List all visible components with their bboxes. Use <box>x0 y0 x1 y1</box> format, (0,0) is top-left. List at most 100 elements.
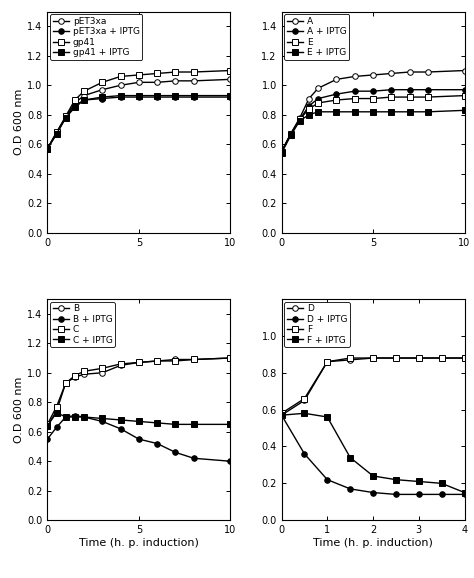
A <box>334 76 339 83</box>
E + IPTG <box>288 132 293 139</box>
F <box>416 354 422 361</box>
D <box>370 354 376 361</box>
gp41 + IPTG <box>173 92 178 99</box>
A <box>407 69 412 76</box>
gp41 + IPTG <box>155 92 160 99</box>
E <box>288 131 293 138</box>
pET3xa <box>191 77 197 84</box>
B + IPTG <box>173 449 178 456</box>
gp41 <box>63 113 69 120</box>
pET3xa + IPTG <box>136 94 142 101</box>
E + IPTG <box>315 108 321 115</box>
gp41 <box>45 145 50 152</box>
gp41 + IPTG <box>191 92 197 99</box>
B + IPTG <box>63 413 69 420</box>
E + IPTG <box>334 108 339 115</box>
Line: D: D <box>279 355 467 418</box>
D + IPTG <box>279 412 284 418</box>
C <box>155 358 160 365</box>
gp41 <box>118 73 123 80</box>
B + IPTG <box>54 424 59 431</box>
B <box>81 370 87 377</box>
D + IPTG <box>325 476 330 483</box>
pET3xa <box>136 79 142 86</box>
Legend: pET3xa, pET3xa + IPTG, gp41, gp41 + IPTG: pET3xa, pET3xa + IPTG, gp41, gp41 + IPTG <box>50 14 142 60</box>
Line: A + IPTG: A + IPTG <box>279 87 467 154</box>
pET3xa + IPTG <box>63 114 69 121</box>
B <box>63 380 69 387</box>
C + IPTG <box>228 421 233 428</box>
pET3xa <box>100 86 105 93</box>
Line: E + IPTG: E + IPTG <box>279 108 467 156</box>
Line: B + IPTG: B + IPTG <box>45 413 233 464</box>
F <box>439 354 445 361</box>
D <box>279 412 284 418</box>
F <box>279 410 284 417</box>
C + IPTG <box>81 413 87 420</box>
D <box>462 354 467 361</box>
Line: pET3xa: pET3xa <box>45 77 233 151</box>
E <box>407 94 412 101</box>
A + IPTG <box>306 102 312 109</box>
pET3xa + IPTG <box>173 94 178 101</box>
pET3xa + IPTG <box>191 94 197 101</box>
Legend: B, B + IPTG, C, C + IPTG: B, B + IPTG, C, C + IPTG <box>50 302 115 347</box>
B <box>228 354 233 361</box>
C <box>72 372 78 379</box>
F + IPTG <box>393 476 399 483</box>
Line: gp41 + IPTG: gp41 + IPTG <box>45 93 233 151</box>
C + IPTG <box>72 413 78 420</box>
pET3xa + IPTG <box>118 94 123 101</box>
Legend: A, A + IPTG, E, E + IPTG: A, A + IPTG, E, E + IPTG <box>284 14 349 60</box>
D <box>393 354 399 361</box>
gp41 + IPTG <box>118 92 123 99</box>
A + IPTG <box>407 86 412 93</box>
B + IPTG <box>136 436 142 443</box>
gp41 <box>228 67 233 74</box>
E <box>425 94 431 101</box>
gp41 + IPTG <box>100 94 105 101</box>
gp41 <box>136 72 142 79</box>
A <box>306 95 312 102</box>
pET3xa <box>45 145 50 152</box>
A <box>425 69 431 76</box>
gp41 + IPTG <box>54 131 59 138</box>
F <box>325 358 330 365</box>
C <box>54 403 59 410</box>
C + IPTG <box>118 417 123 424</box>
gp41 + IPTG <box>81 97 87 103</box>
E + IPTG <box>297 117 303 124</box>
F + IPTG <box>347 454 353 461</box>
F <box>347 354 353 361</box>
pET3xa <box>54 129 59 136</box>
pET3xa <box>173 77 178 84</box>
gp41 + IPTG <box>45 145 50 152</box>
B <box>45 423 50 429</box>
Line: D + IPTG: D + IPTG <box>279 412 467 497</box>
C + IPTG <box>63 413 69 420</box>
D + IPTG <box>393 491 399 498</box>
gp41 + IPTG <box>63 114 69 121</box>
C <box>136 359 142 366</box>
F + IPTG <box>279 412 284 418</box>
pET3xa + IPTG <box>54 131 59 138</box>
B <box>155 358 160 365</box>
Line: C + IPTG: C + IPTG <box>45 410 233 429</box>
C <box>100 365 105 372</box>
D + IPTG <box>439 491 445 498</box>
C <box>63 380 69 387</box>
E + IPTG <box>279 150 284 157</box>
D + IPTG <box>347 486 353 492</box>
pET3xa + IPTG <box>45 145 50 152</box>
E + IPTG <box>407 108 412 115</box>
C + IPTG <box>191 421 197 428</box>
D + IPTG <box>301 450 307 457</box>
B <box>173 356 178 363</box>
D <box>325 358 330 365</box>
C + IPTG <box>136 418 142 425</box>
E + IPTG <box>425 108 431 115</box>
pET3xa + IPTG <box>72 102 78 109</box>
A <box>352 73 357 80</box>
C <box>228 354 233 361</box>
A + IPTG <box>425 86 431 93</box>
